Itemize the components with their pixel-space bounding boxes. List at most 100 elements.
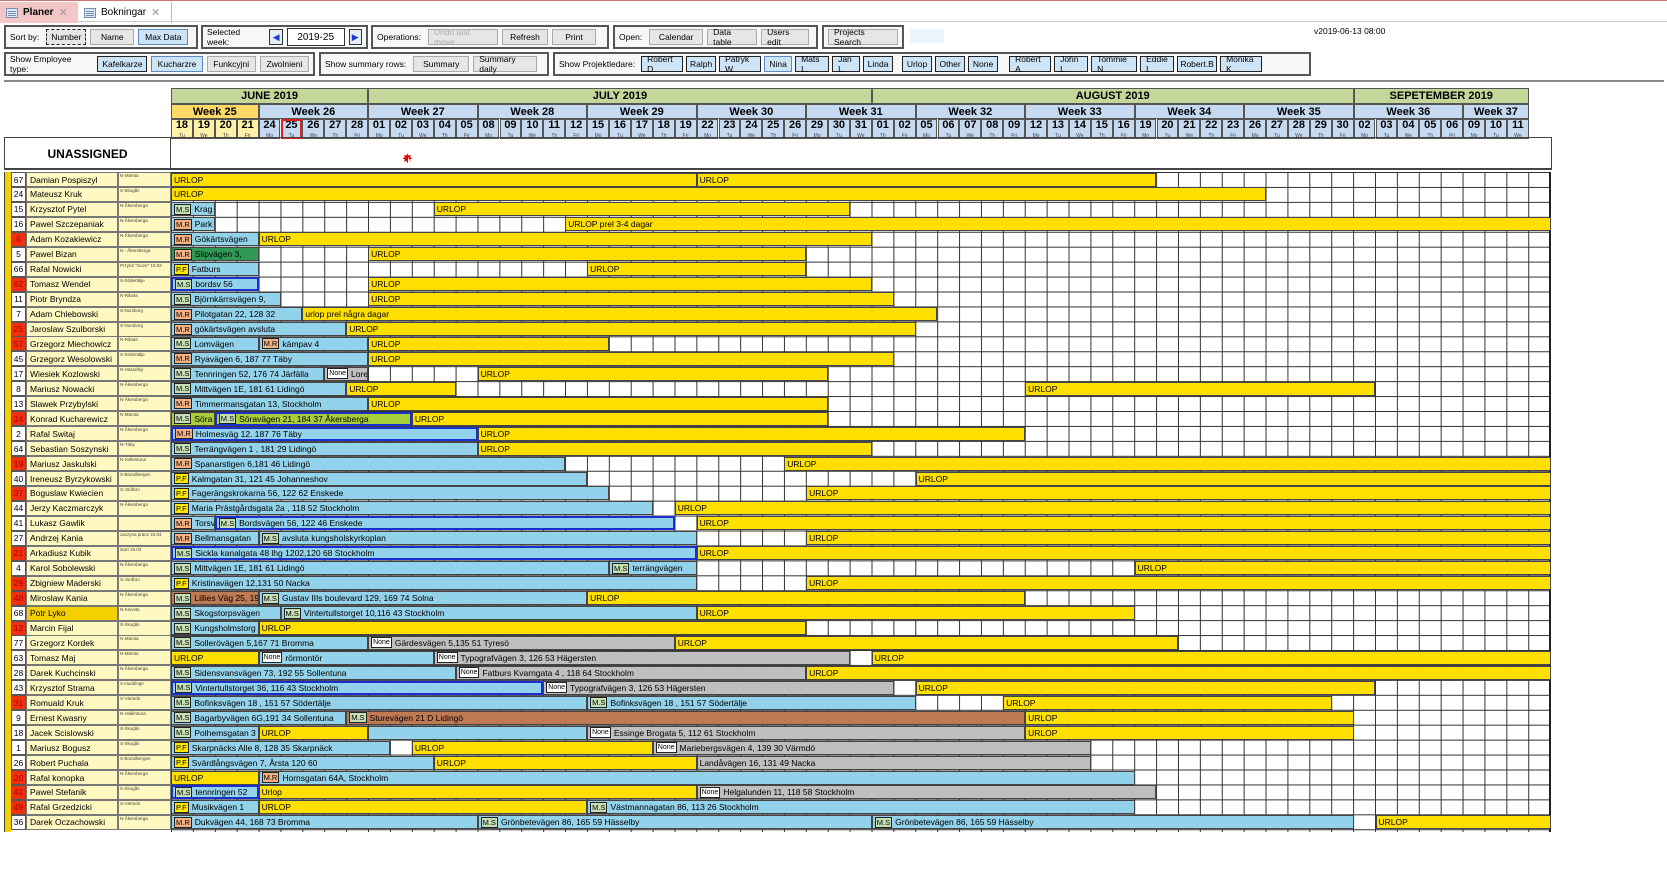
vacation-booking[interactable]: URLOP <box>477 441 872 456</box>
employee-name[interactable]: Pawel Stefanik <box>26 784 118 800</box>
day-header[interactable]: 27 Tu <box>1266 119 1288 139</box>
job-booking[interactable]: P.F Svärdlångsvägen 7, Årsta 120 60 <box>171 755 434 770</box>
vacation-booking[interactable]: URLOP <box>258 800 588 815</box>
job-booking[interactable]: M.R Gökärtsvägen <box>171 232 259 247</box>
day-header[interactable]: 11 We <box>1506 119 1529 139</box>
employee-name[interactable]: Tomasz Maj <box>26 650 118 666</box>
sort-number-button[interactable]: Number <box>46 29 87 45</box>
employee-name[interactable]: Sebastian Soszynski <box>26 441 118 457</box>
vacation-booking[interactable]: URLOP <box>368 247 807 262</box>
job-booking[interactable]: M.R Ryavägen 6, 187 77 Täby <box>171 351 369 366</box>
job-booking[interactable]: M.S bordsv 56 <box>171 277 259 292</box>
employee-row[interactable]: 4 Karol Sobolewski N-Åkersberga <box>11 560 171 576</box>
pl-monika-toggle[interactable]: Monika K. <box>1220 54 1263 74</box>
vacation-booking[interactable]: URLOP <box>171 187 1266 202</box>
pl-robert-a-toggle[interactable]: Robert A. <box>1009 54 1052 74</box>
vacation-booking[interactable]: URLOP <box>368 292 894 307</box>
close-icon[interactable]: ✕ <box>151 7 161 19</box>
job-booking[interactable]: M.S Sickla kanalgata 48 lhg 1202,120 68 S… <box>171 546 697 561</box>
job-booking[interactable]: M.S Björnkärrsvägen 9, <box>171 292 281 307</box>
kafelkarze-toggle[interactable]: Kafelkarze <box>97 56 148 72</box>
vacation-booking[interactable]: URLOP <box>784 456 1551 471</box>
day-header[interactable]: 22 Th <box>1200 119 1223 139</box>
pl-john-toggle[interactable]: John L. <box>1054 54 1089 74</box>
job-booking[interactable]: P.F Kristinavägen 12,131 50 Nacka <box>171 576 697 591</box>
vacation-booking[interactable]: Urlop <box>258 785 697 800</box>
funkcyjni-toggle[interactable]: Funkcyjni <box>206 56 256 72</box>
job-booking[interactable]: M.R Hornsgatan 64A, Stockholm <box>258 770 1135 785</box>
pl-robert-b-toggle[interactable]: Robert.B <box>1177 56 1218 72</box>
employee-row[interactable]: 19 Mariusz Jaskulski N-Sollentuna <box>11 456 171 472</box>
day-header[interactable]: 30 Tu <box>828 119 850 139</box>
employee-row[interactable]: 63 Tomasz Maj N-Märsta <box>11 650 171 666</box>
day-header[interactable]: 23 Fri <box>1222 119 1245 139</box>
pl-ralph-toggle[interactable]: Ralph <box>686 56 717 72</box>
employee-name[interactable]: Marcin Fijal <box>26 620 118 636</box>
job-booking[interactable]: M.S Terrängvägen 1 , 181 29 Lidingö <box>171 441 478 456</box>
tab-planer[interactable]: Planer ✕ <box>0 2 78 23</box>
job-booking[interactable]: M.S Gustav IIIs boulevard 129, 169 74 Sol… <box>258 591 588 606</box>
day-header[interactable]: 28 Fri <box>346 119 369 139</box>
employee-row[interactable]: 64 Sebastian Soszynski N-Täby <box>11 441 171 457</box>
employee-name[interactable]: Grzegorz Wesolowski <box>26 351 118 367</box>
job-booking[interactable]: M.S Bagarbyvägen 6G,191 34 Sollentuna <box>171 710 347 725</box>
pl-none-toggle[interactable]: None <box>968 56 999 72</box>
job-booking[interactable]: M.S Vintertullstorget 10,116 43 Stockholm <box>280 606 697 621</box>
job-booking[interactable]: P.F Fagerängskrokarna 56, 122 62 Enskede <box>171 486 609 501</box>
day-header[interactable]: 22 Mo <box>696 119 719 139</box>
vacation-booking[interactable]: URLOP <box>1025 381 1376 396</box>
employee-name[interactable]: Rafal konopka <box>26 770 118 785</box>
job-booking[interactable]: M.S Grönbetevägen 86, 165 59 Hässelby <box>477 815 872 830</box>
job-booking[interactable]: M.S Mittvägen 1E, 181 61 Lidingö <box>171 561 609 576</box>
employee-row[interactable]: 9 Ernest Kwasny N-Vallentuna <box>11 710 171 726</box>
employee-row[interactable]: 36 Darek Oczachowski N-Åkersberga <box>11 814 171 830</box>
vacation-booking[interactable]: URLOP <box>433 202 850 217</box>
refresh-button[interactable]: Refresh <box>501 29 548 45</box>
vacation-booking[interactable]: URLOP <box>1003 695 1332 710</box>
job-booking[interactable]: M.S Bordsvägen 56, 122 46 Enskede <box>214 516 675 531</box>
pl-linda-toggle[interactable]: Linda <box>863 56 894 72</box>
print-button[interactable]: Print <box>551 29 596 45</box>
vacation-booking[interactable]: URLOP <box>411 411 828 426</box>
day-header[interactable]: 25 Tu <box>280 119 303 139</box>
day-header[interactable]: 20 Tu <box>1156 119 1179 139</box>
pl-robert-d-toggle[interactable]: Robert D. <box>641 54 684 74</box>
day-header[interactable]: 26 Fri <box>784 119 807 139</box>
vacation-booking[interactable]: URLOP <box>368 336 609 351</box>
pl-eddie-toggle[interactable]: Eddie L. <box>1140 54 1175 74</box>
unassigned-row[interactable]: UNASSIGNED <box>4 137 1552 170</box>
vacation-booking[interactable]: URLOP <box>1025 725 1354 740</box>
employee-name[interactable]: Arkadiusz Kubik <box>26 545 118 561</box>
day-header[interactable]: 25 Th <box>762 119 785 139</box>
kucharzre-toggle[interactable]: Kucharzre <box>151 56 203 72</box>
day-header[interactable]: 03 We <box>411 119 434 139</box>
job-booking[interactable]: M.S Bofinksvägen 18 , 151 57 Södertälje <box>171 695 588 710</box>
job-booking[interactable]: M.R gökärtsvägen avsluta <box>171 322 347 336</box>
vacation-booking[interactable]: URLOP <box>696 606 1135 621</box>
employee-row[interactable]: 42 Pawel Stefanik S-Skogås <box>11 784 171 800</box>
pl-urlop-toggle[interactable]: Urlop <box>902 56 933 72</box>
vacation-booking[interactable]: URLOP <box>696 172 1157 187</box>
pl-nina-toggle[interactable]: Nina <box>764 56 793 72</box>
employee-name[interactable]: Piotr Bryndza <box>26 291 118 307</box>
calendar-button[interactable]: Calendar <box>649 29 704 45</box>
pl-mats-toggle[interactable]: Mats L. <box>795 54 830 74</box>
employee-row[interactable]: 28 Darek Kuchcinski N-Åkersberga <box>11 665 171 681</box>
employee-row[interactable]: 6 Adam Kozakiewicz N-Åkersberga <box>11 231 171 247</box>
vacation-booking[interactable]: URLOP <box>171 770 259 785</box>
employee-row[interactable]: 29 Zbigniew Maderski S-Jordbro <box>11 575 171 591</box>
vacation-booking[interactable]: URLOP prel 3-4 dagar <box>565 217 1551 232</box>
day-header[interactable]: 07 We <box>959 119 982 139</box>
employee-row[interactable]: 16 Pawel Szczepaniak N-Åkersberga <box>11 216 171 232</box>
day-header[interactable]: 29 Mo <box>806 119 828 139</box>
day-header[interactable]: 12 Mo <box>1025 119 1047 139</box>
vacation-booking[interactable]: URLOP <box>346 322 916 336</box>
day-header[interactable]: 28 We <box>1287 119 1310 139</box>
day-header[interactable]: 06 Fri <box>1441 119 1464 139</box>
employee-row[interactable]: 26 Robert Puchala S-Brandbergen <box>11 755 171 771</box>
zwolnieni-toggle[interactable]: Zwolnieni <box>259 56 309 72</box>
employee-name[interactable]: Pawel Szczepaniak <box>26 216 118 232</box>
day-header[interactable]: 16 Fri <box>1112 119 1135 139</box>
job-booking[interactable]: None Fatburs Kvarngata 4 , 118 64 Stockho… <box>455 665 807 680</box>
vacation-booking[interactable]: URLOP <box>806 486 1551 501</box>
